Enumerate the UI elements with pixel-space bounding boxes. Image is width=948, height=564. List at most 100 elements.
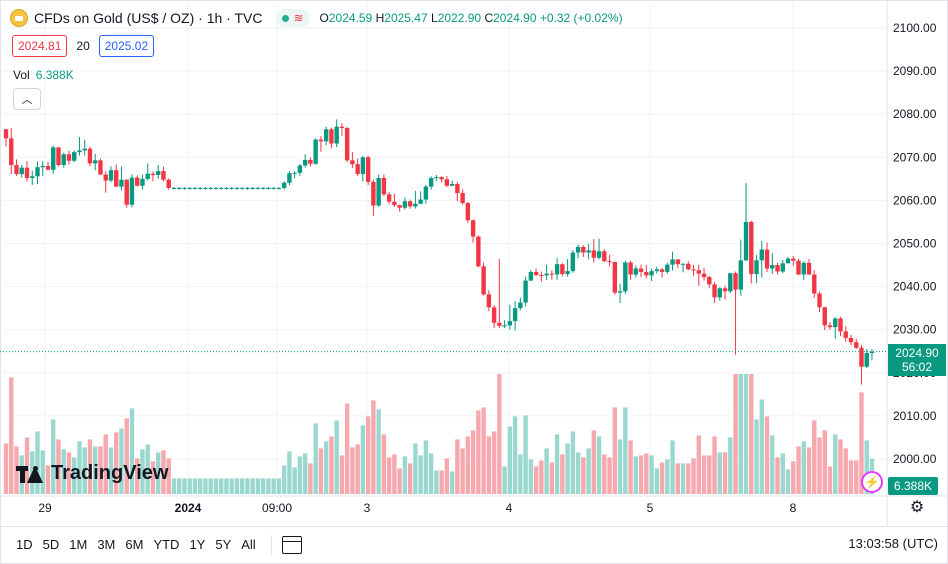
volume-bar <box>108 447 114 494</box>
range-1m-button[interactable]: 1M <box>69 537 88 552</box>
candle-body <box>680 263 686 265</box>
volume-bar <box>575 452 581 494</box>
range-1y-button[interactable]: 1Y <box>189 537 206 552</box>
volume-bar <box>386 457 392 494</box>
range-ytd-button[interactable]: YTD <box>153 537 180 552</box>
toolbar-divider <box>270 534 272 555</box>
candle-body <box>602 251 607 262</box>
collapse-legend-button[interactable]: ︿ <box>13 88 41 110</box>
volume-label: Vol <box>13 68 30 82</box>
candle-body <box>696 270 701 274</box>
utc-clock[interactable]: 13:03:58 (UTC) <box>848 536 938 551</box>
candle-body <box>554 264 560 275</box>
candle-body <box>9 138 14 166</box>
candle-body <box>93 160 98 164</box>
close-value: 2024.90 <box>493 11 537 25</box>
candle-body <box>528 271 534 281</box>
candle-body <box>523 280 528 303</box>
y-tick-label: 2040.00 <box>893 280 937 294</box>
bid-ask-row: 2024.81 20 2025.02 <box>12 35 155 57</box>
spread-value: 20 <box>76 39 90 53</box>
volume-bar <box>707 455 712 494</box>
volume-bar <box>544 448 549 494</box>
candle-body <box>623 262 628 292</box>
volume-bar <box>717 452 722 494</box>
candle-body <box>654 269 660 272</box>
volume-bar <box>45 465 51 494</box>
y-tick-label: 2050.00 <box>893 237 937 251</box>
volume-bar <box>565 443 570 494</box>
high-label: H <box>375 11 385 25</box>
candle-body <box>281 182 287 188</box>
volume-bar <box>156 452 161 494</box>
candle-body <box>675 259 681 265</box>
candle-body <box>717 288 722 298</box>
candle-body <box>239 187 245 189</box>
volume-bar <box>691 458 696 494</box>
volume-bar <box>224 478 229 494</box>
candle-body <box>869 351 875 354</box>
range-6m-button[interactable]: 6M <box>125 537 144 552</box>
volume-bar <box>355 444 360 494</box>
bar-countdown: 56:02 <box>901 359 933 374</box>
candle-body <box>670 259 675 265</box>
tradingview-logo: TradingView <box>16 462 168 485</box>
settings-gear-icon[interactable]: ⚙ <box>909 499 925 516</box>
volume-bar <box>785 469 791 494</box>
candle-body <box>56 147 61 166</box>
candle-body <box>649 271 654 276</box>
volume-bar <box>628 440 633 494</box>
candle-body <box>245 187 250 189</box>
volume-bar <box>659 462 665 494</box>
range-5d-button[interactable]: 5D <box>42 537 60 552</box>
chart-canvas[interactable]: 2000.002010.002020.002030.002040.002050.… <box>0 0 948 526</box>
volume-bar <box>439 470 444 494</box>
volume-bar <box>670 440 675 494</box>
candle-body <box>376 177 381 206</box>
volume-bar <box>114 432 119 494</box>
candle-body <box>754 260 759 275</box>
y-tick-label: 2080.00 <box>893 107 937 121</box>
symbol-title[interactable]: CFDs on Gold (US$ / OZ) · 1h · TVC <box>34 10 263 26</box>
volume-bar <box>192 478 198 494</box>
candle-body <box>644 271 649 276</box>
lightning-icon[interactable]: ⚡ <box>861 471 883 493</box>
candle-body <box>565 271 570 275</box>
range-all-button[interactable]: All <box>241 537 256 552</box>
candle-body <box>114 170 119 187</box>
buy-price-button[interactable]: 2025.02 <box>98 35 155 57</box>
range-1d-button[interactable]: 1D <box>16 537 33 552</box>
candle-body <box>491 307 497 323</box>
market-status-pill[interactable]: ≋ <box>276 9 310 27</box>
sell-price-button[interactable]: 2024.81 <box>12 35 68 57</box>
candle-body <box>350 160 355 165</box>
volume-bar <box>596 436 602 494</box>
candle-body <box>360 157 366 175</box>
range-5y-button[interactable]: 5Y <box>215 537 232 552</box>
volume-bar <box>497 374 502 494</box>
x-tick-label: 3 <box>364 501 371 515</box>
candle-body <box>759 249 764 261</box>
volume-bar <box>665 459 670 494</box>
range-3m-button[interactable]: 3M <box>97 537 116 552</box>
volume-bar <box>371 400 376 494</box>
candle-body <box>591 250 597 258</box>
volume-bar <box>465 436 471 494</box>
volume-bar <box>397 468 402 494</box>
volume-bar <box>460 448 465 494</box>
candle-body <box>276 187 282 189</box>
candle-body <box>581 246 586 253</box>
candle-body <box>266 187 271 189</box>
candle-body <box>66 154 72 161</box>
volume-bar <box>276 478 282 494</box>
bottom-toolbar: 1D 5D 1M 3M 6M YTD 1Y 5Y All 13:03:58 (U… <box>0 526 948 562</box>
volume-bar <box>617 439 623 494</box>
candle-body <box>575 246 581 253</box>
candle-body <box>596 251 602 258</box>
volume-bar <box>728 437 733 494</box>
volume-bar <box>843 448 848 494</box>
y-tick-label: 2060.00 <box>893 193 937 207</box>
candle-body <box>460 193 465 203</box>
compare-calendar-icon[interactable] <box>281 535 302 554</box>
candle-body <box>45 165 51 170</box>
